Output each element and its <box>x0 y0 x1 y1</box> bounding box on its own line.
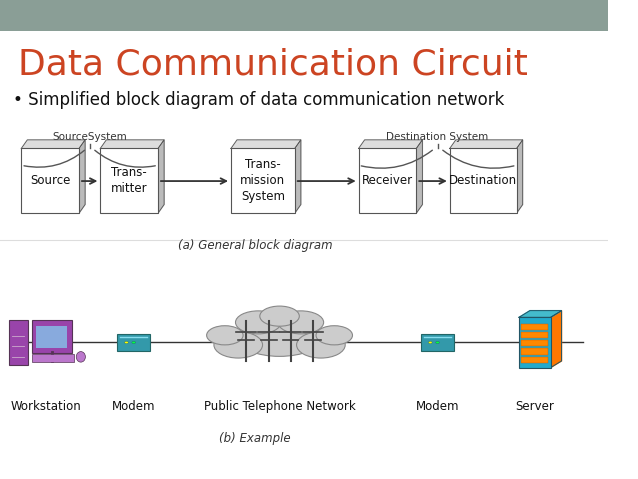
Polygon shape <box>551 311 561 368</box>
Ellipse shape <box>207 326 243 345</box>
FancyBboxPatch shape <box>21 148 79 213</box>
Text: SourceSystem: SourceSystem <box>52 132 127 142</box>
FancyBboxPatch shape <box>0 0 608 31</box>
Text: Workstation: Workstation <box>10 400 81 413</box>
Ellipse shape <box>124 342 128 344</box>
Text: Data Communication Circuit: Data Communication Circuit <box>19 48 528 82</box>
Text: Destination System: Destination System <box>387 132 489 142</box>
Polygon shape <box>79 140 85 213</box>
FancyBboxPatch shape <box>32 354 74 362</box>
Text: Server: Server <box>516 400 554 413</box>
Ellipse shape <box>297 332 345 358</box>
Polygon shape <box>519 311 561 318</box>
Polygon shape <box>517 140 523 213</box>
FancyBboxPatch shape <box>100 148 158 213</box>
FancyBboxPatch shape <box>521 323 548 330</box>
Ellipse shape <box>260 306 299 326</box>
Text: Receiver: Receiver <box>362 174 413 187</box>
FancyBboxPatch shape <box>421 334 454 351</box>
Polygon shape <box>295 140 301 213</box>
Polygon shape <box>359 140 422 148</box>
Ellipse shape <box>316 326 352 345</box>
Ellipse shape <box>278 311 323 334</box>
Text: Source: Source <box>30 174 70 187</box>
FancyBboxPatch shape <box>359 148 417 213</box>
Polygon shape <box>158 140 164 213</box>
Text: Trans-
mission
System: Trans- mission System <box>241 159 285 203</box>
FancyBboxPatch shape <box>36 326 68 348</box>
FancyBboxPatch shape <box>521 332 548 338</box>
Ellipse shape <box>132 342 135 344</box>
FancyBboxPatch shape <box>117 334 150 351</box>
Polygon shape <box>417 140 422 213</box>
FancyBboxPatch shape <box>450 148 517 213</box>
Text: Modem: Modem <box>416 400 459 413</box>
FancyBboxPatch shape <box>521 356 548 363</box>
Ellipse shape <box>436 342 440 344</box>
Text: Modem: Modem <box>112 400 156 413</box>
Ellipse shape <box>214 332 263 358</box>
FancyBboxPatch shape <box>521 340 548 346</box>
Ellipse shape <box>235 311 281 334</box>
FancyBboxPatch shape <box>32 320 72 353</box>
FancyBboxPatch shape <box>8 320 28 365</box>
Polygon shape <box>21 140 85 148</box>
Text: Destination: Destination <box>449 174 517 187</box>
Text: (a) General block diagram: (a) General block diagram <box>178 240 332 252</box>
Polygon shape <box>100 140 164 148</box>
Text: Public Telephone Network: Public Telephone Network <box>204 400 355 413</box>
FancyBboxPatch shape <box>231 148 295 213</box>
Text: • Simplified block diagram of data communication network: • Simplified block diagram of data commu… <box>13 91 505 109</box>
Text: Trans-
mitter: Trans- mitter <box>111 166 147 195</box>
Ellipse shape <box>77 352 85 362</box>
Ellipse shape <box>429 342 432 344</box>
Polygon shape <box>231 140 301 148</box>
FancyBboxPatch shape <box>521 348 548 354</box>
Ellipse shape <box>237 319 322 356</box>
Text: (b) Example: (b) Example <box>219 433 291 445</box>
Polygon shape <box>450 140 523 148</box>
FancyBboxPatch shape <box>519 318 551 368</box>
